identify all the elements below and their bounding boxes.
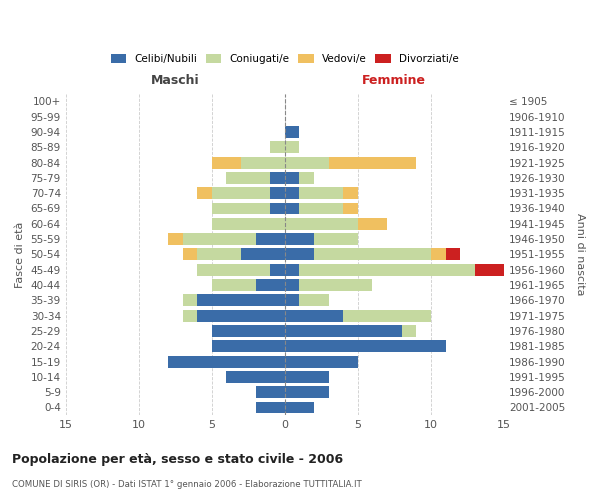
Y-axis label: Anni di nascita: Anni di nascita — [575, 213, 585, 296]
Bar — [431, 248, 446, 260]
Bar — [285, 233, 314, 245]
Bar — [285, 294, 299, 306]
Bar — [285, 156, 329, 168]
Bar — [285, 248, 314, 260]
Bar — [446, 248, 460, 260]
Bar — [197, 187, 212, 199]
Bar — [299, 279, 373, 291]
Bar — [299, 202, 343, 214]
Bar — [299, 264, 475, 276]
Bar — [285, 187, 299, 199]
Bar — [285, 340, 446, 352]
Bar — [299, 294, 329, 306]
Bar — [314, 248, 431, 260]
Bar — [182, 310, 197, 322]
Bar — [285, 202, 299, 214]
Bar — [285, 310, 343, 322]
Bar — [197, 294, 285, 306]
Bar — [256, 233, 285, 245]
Bar — [212, 218, 285, 230]
Bar — [182, 248, 197, 260]
Text: Maschi: Maschi — [151, 74, 200, 88]
Bar — [343, 187, 358, 199]
Bar — [329, 156, 416, 168]
Text: Femmine: Femmine — [362, 74, 427, 88]
Bar — [285, 356, 358, 368]
Bar — [285, 218, 358, 230]
Bar — [256, 402, 285, 413]
Bar — [212, 187, 270, 199]
Bar — [241, 156, 285, 168]
Bar — [182, 233, 256, 245]
Text: COMUNE DI SIRIS (OR) - Dati ISTAT 1° gennaio 2006 - Elaborazione TUTTITALIA.IT: COMUNE DI SIRIS (OR) - Dati ISTAT 1° gen… — [12, 480, 362, 489]
Bar — [270, 142, 285, 153]
Bar — [212, 156, 241, 168]
Bar — [168, 356, 285, 368]
Bar — [285, 264, 299, 276]
Bar — [226, 371, 285, 383]
Bar — [285, 172, 299, 184]
Bar — [197, 248, 241, 260]
Bar — [212, 279, 256, 291]
Bar — [343, 202, 358, 214]
Bar — [343, 310, 431, 322]
Bar — [285, 402, 314, 413]
Bar — [197, 264, 270, 276]
Y-axis label: Fasce di età: Fasce di età — [15, 221, 25, 288]
Bar — [212, 202, 270, 214]
Bar — [197, 310, 285, 322]
Bar — [212, 340, 285, 352]
Bar — [168, 233, 182, 245]
Bar — [270, 187, 285, 199]
Bar — [358, 218, 387, 230]
Legend: Celibi/Nubili, Coniugati/e, Vedovi/e, Divorziati/e: Celibi/Nubili, Coniugati/e, Vedovi/e, Di… — [111, 54, 459, 64]
Bar — [475, 264, 504, 276]
Bar — [285, 371, 329, 383]
Bar — [299, 172, 314, 184]
Bar — [401, 325, 416, 337]
Bar — [270, 202, 285, 214]
Bar — [285, 325, 401, 337]
Bar — [314, 233, 358, 245]
Bar — [285, 126, 299, 138]
Text: Popolazione per età, sesso e stato civile - 2006: Popolazione per età, sesso e stato civil… — [12, 452, 343, 466]
Bar — [241, 248, 285, 260]
Bar — [256, 386, 285, 398]
Bar — [285, 386, 329, 398]
Bar — [182, 294, 197, 306]
Bar — [285, 142, 299, 153]
Bar — [299, 187, 343, 199]
Bar — [285, 279, 299, 291]
Bar — [270, 172, 285, 184]
Bar — [270, 264, 285, 276]
Bar — [212, 325, 285, 337]
Bar — [226, 172, 270, 184]
Bar — [256, 279, 285, 291]
